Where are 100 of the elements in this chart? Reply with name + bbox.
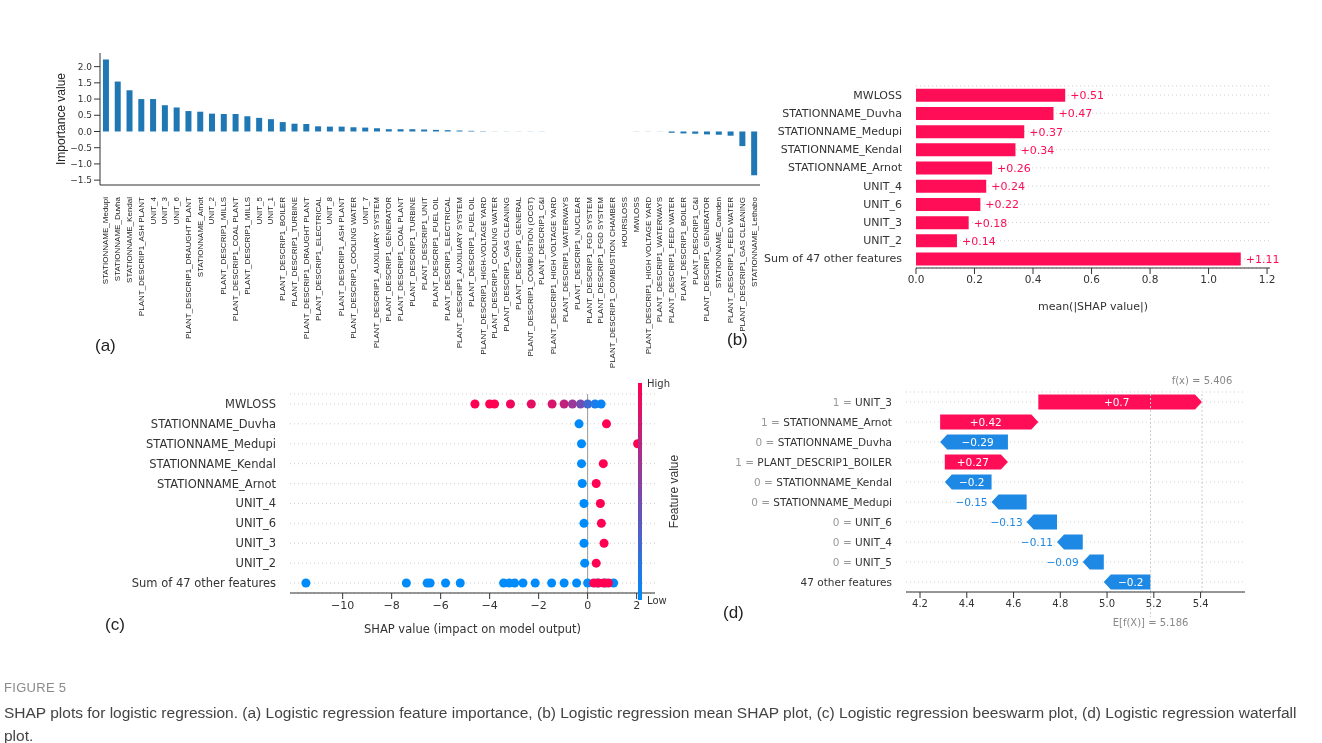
x-tick-label: 0.4	[1024, 273, 1042, 286]
x-tick-label: PLANT_DESCRIP1_C&I	[690, 197, 700, 286]
y-tick-label: −1.5	[70, 175, 92, 186]
y-tick-label: 1.0	[77, 94, 93, 105]
x-tick-label: PLANT_DESCRIP1_MILLS	[219, 197, 229, 295]
bar	[916, 197, 981, 211]
bar	[138, 99, 145, 132]
data-label: +1.11	[1245, 252, 1280, 266]
y-tick-label: STATIONNAME_Kendal	[149, 456, 276, 471]
x-tick-label: PLANT_DESCRIP1_ASH PLANT	[136, 196, 146, 317]
x-tick-label: PLANT_DESCRIP1_COOLING WATER	[490, 196, 500, 339]
annotation: Low	[647, 594, 667, 606]
bar	[739, 131, 746, 147]
bar	[916, 106, 1054, 120]
x-tick-label: STATIONNAME_Lethabo	[749, 196, 759, 287]
x-tick-label: UNIT_5	[254, 196, 264, 225]
y-tick-label: STATIONNAME_Medupi	[146, 436, 276, 451]
y-tick-label: STATIONNAME_Duvha	[782, 106, 902, 120]
x-tick-label: PLANT_DESCRIP1_FUEL OIL	[431, 196, 441, 307]
y-tick-label: STATIONNAME_Duvha	[150, 416, 276, 431]
y-tick-label: Sum of 47 other features	[763, 252, 903, 266]
x-tick-label: PLANT_DESCRIP1_GENERATOR	[384, 196, 394, 322]
x-tick-label: PLANT_DESCRIP1_HIGH VOLTAGE YARD	[643, 196, 653, 355]
y-tick-label: Sum of 47 other features	[131, 576, 277, 591]
x-tick-label: 5.2	[1145, 598, 1162, 610]
y-tick-label: 47 other features	[800, 576, 892, 588]
y-tick-label: UNIT_2	[235, 556, 276, 571]
x-tick-label: PLANT_DESCRIP1_ELECTRICAL	[313, 196, 323, 322]
x-tick-label: PLANT_DESCRIP1_GENERATOR	[702, 196, 712, 322]
bar	[715, 131, 722, 135]
bar	[256, 117, 263, 132]
y-tick-label: STATIONNAME_Arnot	[788, 161, 903, 175]
bar	[315, 126, 322, 132]
x-tick-label: PLANT_DESCRIP1_HIGH-VOLTAGE YARD	[478, 196, 488, 355]
bar	[350, 127, 357, 132]
x-tick-label: PLANT_DESCRIP1_FGD SYSTEM	[584, 196, 594, 324]
x-tick-label: PLANT_DESCRIP1_DRAUGHT PLANT	[301, 196, 311, 340]
x-tick-label: PLANT_DESCRIP1_TURBINE	[289, 197, 299, 307]
y-tick-label: MWLOSS	[225, 396, 276, 411]
y-tick-label: 0 = STATIONNAME_Kendal	[754, 476, 892, 489]
x-tick-label: 4.4	[958, 598, 975, 610]
text: FIGURE 5	[4, 680, 68, 695]
x-tick-label: PLANT_DESCRIP1_BOILER	[278, 196, 288, 302]
color-bar-title: Feature value	[667, 454, 681, 529]
text: (c)	[105, 615, 125, 635]
bar	[916, 125, 1025, 139]
x-tick-label: 0.8	[1141, 273, 1159, 286]
bar	[102, 59, 109, 132]
y-tick-label: 1 = UNIT_3	[832, 396, 892, 409]
x-tick-label: HOURSLOSS	[619, 197, 629, 248]
data-label: +0.24	[991, 180, 1025, 194]
x-tick-label: PLANT_DESCRIP1_AUXILIARY SYSTEM	[372, 196, 382, 349]
x-tick-label: PLANT_DESCRIP1_WATERWAYS	[561, 197, 571, 323]
x-tick-label: PLANT_DESCRIP1_FGD SYSTEM	[596, 196, 606, 324]
data-label: +0.47	[1058, 107, 1093, 121]
bar	[751, 131, 758, 176]
x-tick-label: 0	[584, 598, 592, 612]
x-tick-label: PLANT_DESCRIP1_COAL PLANT	[396, 196, 406, 322]
x-tick-label: 0.2	[966, 273, 983, 286]
data-label: −0.13	[990, 515, 1023, 528]
y-tick-label: 1 = STATIONNAME_Arnot	[761, 416, 892, 429]
bar	[114, 81, 121, 132]
x-tick-label: 4.6	[1005, 598, 1022, 610]
y-tick-label: STATIONNAME_Kendal	[780, 143, 902, 157]
text: (b)	[727, 330, 748, 350]
data-label: +0.7	[1103, 395, 1130, 408]
data-label: +0.42	[969, 415, 1002, 428]
y-tick-label: 1 = PLANT_DESCRIP1_BOILER	[735, 456, 892, 469]
y-axis-title: Importance value	[54, 72, 69, 166]
bar	[1038, 394, 1202, 410]
x-axis-title: SHAP value (impact on model output)	[363, 622, 582, 636]
bar	[279, 122, 286, 132]
data-label: +0.14	[961, 234, 996, 248]
y-tick-label: UNIT_3	[235, 536, 276, 551]
data-label: +0.22	[985, 198, 1020, 212]
y-tick-label: 0 = STATIONNAME_Medupi	[751, 496, 892, 509]
x-tick-label: −8	[383, 598, 400, 612]
data-label: −0.09	[1046, 555, 1079, 568]
x-tick-label: PLANT_DESCRIP1_COMBUSTION CHAMBER	[608, 196, 618, 369]
x-tick-label: 1.2	[1258, 273, 1276, 286]
data-label: +0.27	[956, 455, 989, 468]
ref-line-label: E[f(X)] = 5.186	[1112, 617, 1189, 628]
x-tick-label: PLANT_DESCRIP1_BOILER	[678, 196, 688, 302]
data-label: −0.15	[955, 495, 988, 508]
bar	[173, 107, 180, 132]
x-tick-label: PLANT_DESCRIP1_GAS CLEANING	[502, 197, 512, 332]
bar	[916, 179, 987, 193]
data-label: +0.51	[1070, 89, 1104, 103]
bar	[161, 105, 168, 132]
data-label: +0.37	[1029, 125, 1063, 139]
bar	[232, 113, 239, 132]
y-tick-label: STATIONNAME_Arnot	[156, 476, 277, 491]
y-tick-label: −1.0	[70, 159, 93, 170]
x-tick-label: UNIT_1	[266, 196, 276, 225]
x-tick-label: PLANT_DESCRIP1_MILLS	[242, 197, 252, 295]
ref-line-label: f(x) = 5.406	[1171, 375, 1233, 386]
y-tick-label: MWLOSS	[853, 88, 903, 102]
x-tick-label: PLANT_DESCRIP1_UNIT	[419, 196, 429, 291]
bar	[916, 252, 1241, 266]
bar	[244, 116, 251, 132]
